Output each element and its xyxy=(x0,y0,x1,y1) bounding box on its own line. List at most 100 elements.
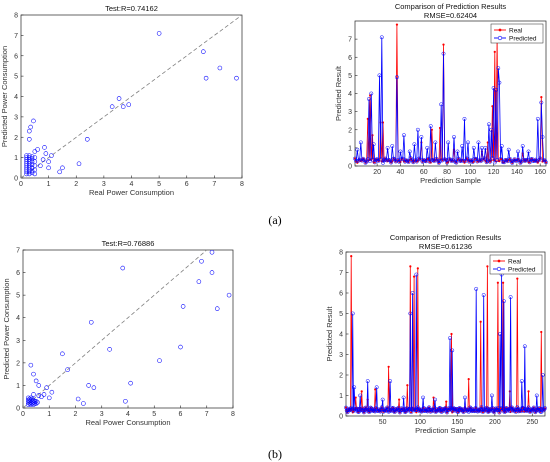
y-tick-label: 2 xyxy=(16,360,20,367)
marker-real xyxy=(350,255,353,258)
legend-marker-predicted xyxy=(497,35,503,41)
marker-predicted xyxy=(519,379,524,384)
marker-predicted xyxy=(481,293,486,297)
y-tick-label: 3 xyxy=(348,109,352,116)
x-tick-label: 1 xyxy=(47,411,51,418)
scatter-point xyxy=(196,279,202,284)
x-tick-label: 160 xyxy=(534,169,546,176)
marker-predicted xyxy=(398,149,403,154)
x-tick-label: 200 xyxy=(489,419,501,426)
scatter-point xyxy=(214,306,220,311)
marker-predicted xyxy=(396,405,401,410)
marker-real xyxy=(360,390,363,393)
marker-predicted xyxy=(517,158,522,163)
chart-subtitle: RMSE=0.62404 xyxy=(424,11,477,20)
marker-predicted xyxy=(401,395,406,400)
marker-predicted xyxy=(526,405,531,410)
x-tick-label: 4 xyxy=(130,181,134,188)
marker-predicted xyxy=(415,127,420,132)
marker-predicted xyxy=(482,156,487,161)
scatter-point xyxy=(28,124,33,130)
marker-predicted xyxy=(499,144,504,149)
scatter-point xyxy=(29,154,35,159)
marker-predicted xyxy=(513,409,518,414)
marker-predicted xyxy=(456,156,461,161)
x-tick-label: 150 xyxy=(452,419,464,426)
x-tick-label: 0 xyxy=(19,181,23,188)
marker-predicted xyxy=(492,160,497,165)
marker-predicted xyxy=(539,100,544,105)
y-tick-label: 5 xyxy=(348,73,352,80)
marker-predicted xyxy=(481,157,486,162)
marker-predicted xyxy=(350,311,355,316)
marker-predicted xyxy=(412,142,417,147)
x-tick-label: 7 xyxy=(212,181,216,188)
scatter-point xyxy=(60,351,65,357)
scatter-point xyxy=(201,49,206,54)
scatter-point xyxy=(29,159,35,164)
scatter-point xyxy=(27,137,32,142)
x-tick-label: 20 xyxy=(373,169,381,176)
x-tick-label: 5 xyxy=(157,181,161,188)
scatter-point xyxy=(32,167,38,173)
x-tick-label: 60 xyxy=(420,169,428,176)
x-tick-label: 140 xyxy=(511,169,523,176)
y-tick-label: 2 xyxy=(348,127,352,134)
scatter-point xyxy=(81,401,86,406)
marker-real xyxy=(540,96,543,99)
marker-predicted xyxy=(502,160,507,165)
marker-real xyxy=(540,330,543,334)
y-tick-label: 6 xyxy=(14,53,18,60)
scatter-point xyxy=(32,398,38,404)
marker-real xyxy=(467,378,470,381)
marker-predicted xyxy=(471,145,476,150)
scatter-point xyxy=(39,394,44,399)
marker-predicted xyxy=(419,409,424,414)
marker-predicted xyxy=(378,157,383,162)
y-tick-label: 0 xyxy=(16,406,20,413)
marker-predicted xyxy=(427,405,431,410)
marker-predicted xyxy=(435,158,440,163)
x-tick-label: 8 xyxy=(231,411,235,418)
scatter-point xyxy=(29,162,35,168)
scatter-point xyxy=(32,155,38,160)
x-tick-label: 250 xyxy=(526,419,538,426)
marker-predicted xyxy=(401,133,406,138)
marker-predicted xyxy=(387,158,392,163)
marker-predicted xyxy=(526,149,531,154)
marker-predicted xyxy=(519,409,524,414)
scatter-point xyxy=(107,347,112,352)
marker-predicted xyxy=(507,156,512,161)
y-tick-label: 4 xyxy=(348,91,352,98)
marker-predicted xyxy=(479,405,484,410)
marker-real xyxy=(493,50,496,53)
marker-predicted xyxy=(544,160,548,165)
scatter-point xyxy=(41,392,47,397)
marker-predicted xyxy=(470,160,475,165)
marker-predicted xyxy=(497,410,502,415)
chart-b_line: 50 100 150 200 250 0 1 2 3 4 5 6 7 8 Prediction Sample… xyxy=(325,233,547,435)
marker-predicted xyxy=(345,410,350,415)
marker-predicted xyxy=(405,158,410,163)
marker-predicted xyxy=(389,160,394,165)
marker-predicted xyxy=(534,393,539,398)
marker-predicted xyxy=(503,157,508,162)
scatter-point xyxy=(126,102,132,107)
marker-predicted xyxy=(531,405,536,410)
legend-label-real: Real xyxy=(509,27,523,34)
marker-predicted xyxy=(510,160,515,165)
scatter-point xyxy=(38,163,43,169)
marker-predicted xyxy=(502,410,507,415)
marker-predicted xyxy=(410,291,415,295)
y-tick-label: 7 xyxy=(16,248,20,255)
y-tick-label: 5 xyxy=(16,293,20,300)
y-tick-label: 8 xyxy=(339,250,343,257)
y-tick-label: 2 xyxy=(14,135,18,142)
marker-predicted xyxy=(358,140,363,145)
marker-predicted xyxy=(460,144,465,149)
scatter-point xyxy=(76,161,82,167)
marker-predicted xyxy=(540,135,545,139)
y-tick-label: 4 xyxy=(339,332,343,339)
x-tick-label: 100 xyxy=(414,419,426,426)
